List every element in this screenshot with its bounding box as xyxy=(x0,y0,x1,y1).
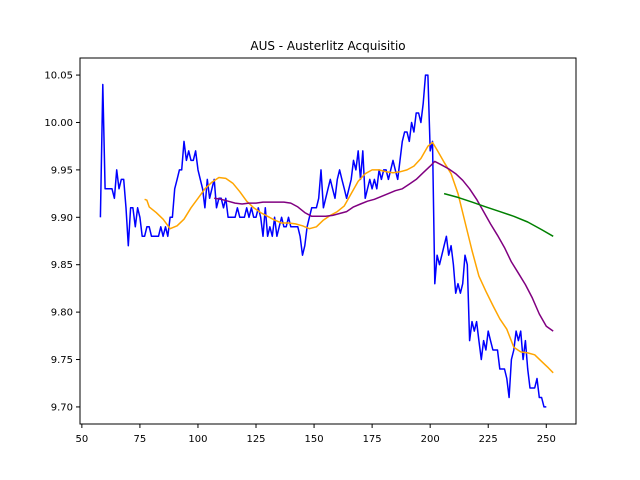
y-tick-label: 9.70 xyxy=(51,402,73,413)
x-tick-label: 150 xyxy=(305,434,324,445)
y-tick-label: 9.95 xyxy=(51,165,73,176)
x-tick-label: 125 xyxy=(246,434,265,445)
x-tick-label: 250 xyxy=(537,434,556,445)
x-tick-label: 75 xyxy=(134,434,147,445)
y-tick-label: 9.75 xyxy=(51,355,73,366)
x-tick-label: 200 xyxy=(421,434,440,445)
x-tick-label: 100 xyxy=(188,434,207,445)
plot-frame xyxy=(79,57,577,425)
x-tick-label: 175 xyxy=(363,434,382,445)
series-line-1 xyxy=(99,74,547,408)
x-tick-label: 225 xyxy=(479,434,498,445)
series-line-2 xyxy=(144,141,554,374)
y-tick-label: 9.90 xyxy=(51,213,73,224)
y-tick-label: 10.00 xyxy=(44,118,73,129)
series-line-4 xyxy=(443,192,554,237)
x-axis: 50 75 100 125 150 175 200 225 250 xyxy=(75,424,556,445)
x-tick-label: 50 xyxy=(75,434,88,445)
y-axis: 9.70 9.75 9.80 9.85 9.90 9.95 10.00 10.05 xyxy=(44,71,80,413)
series-layer xyxy=(99,74,554,408)
series-line-3 xyxy=(214,160,554,332)
y-tick-label: 10.05 xyxy=(44,71,73,82)
y-tick-label: 9.85 xyxy=(51,260,73,271)
chart-title: AUS - Austerlitz Acquisitio xyxy=(250,39,405,53)
y-tick-label: 9.80 xyxy=(51,308,73,319)
